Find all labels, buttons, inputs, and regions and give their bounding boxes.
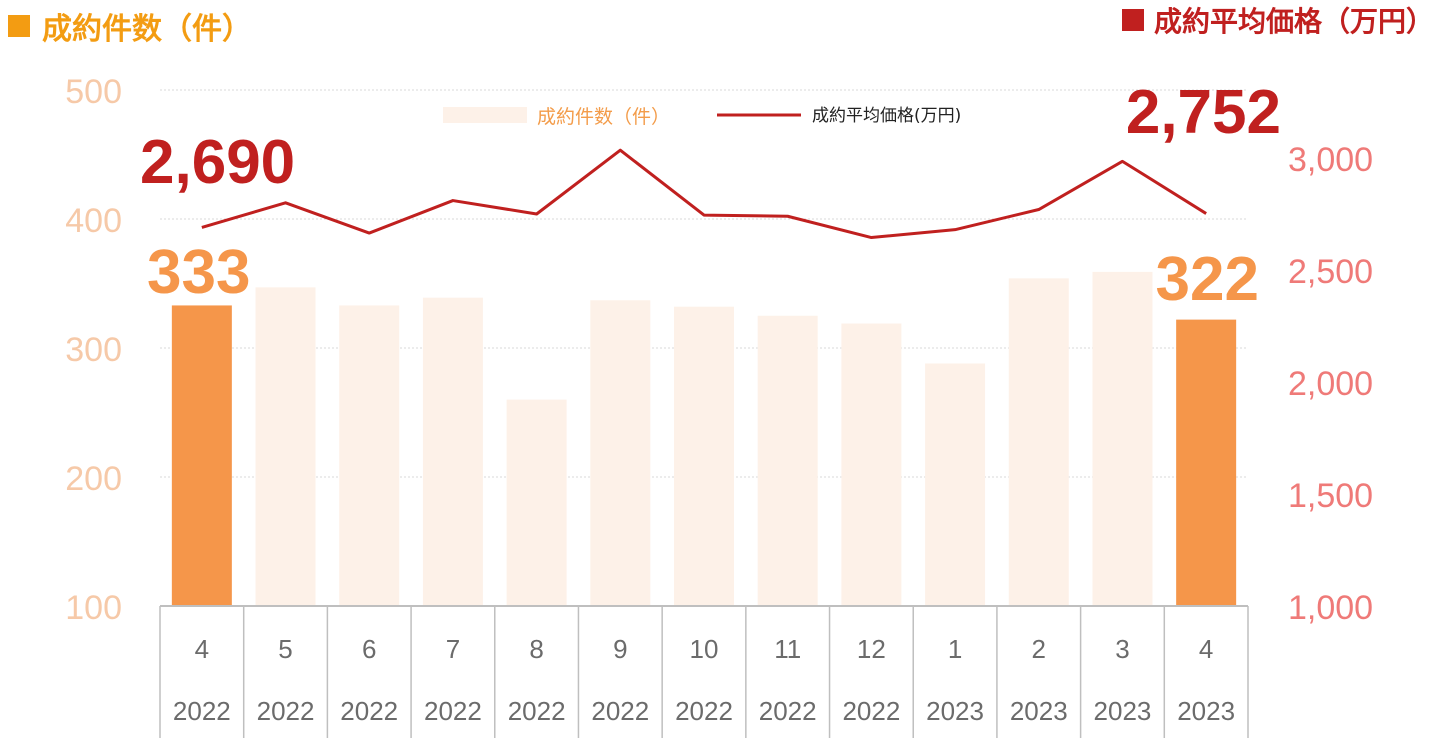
bar — [674, 306, 734, 606]
legend-bar-swatch — [443, 107, 527, 123]
x-axis-year-label: 2022 — [842, 696, 900, 726]
x-axis-year-label: 2023 — [1094, 696, 1152, 726]
bar — [1092, 271, 1153, 606]
right-y-axis: 1,000 1,500 2,000 2,500 3,000 — [1288, 141, 1373, 627]
right-axis-tick-label: 2,000 — [1288, 365, 1373, 403]
x-axis-month-label: 8 — [529, 634, 543, 664]
line-series-color-square — [1121, 9, 1144, 31]
bar-series — [171, 271, 1237, 606]
x-axis-month-label: 6 — [362, 634, 376, 664]
bar-first-value-label: 333 — [147, 238, 250, 307]
right-axis-tick-label: 1,500 — [1288, 477, 1373, 515]
bar — [1176, 319, 1237, 606]
x-axis-year-label: 2022 — [340, 696, 398, 726]
right-axis-title-text: 成約平均価格（万円） — [1153, 5, 1434, 38]
x-axis-month-label: 4 — [1199, 634, 1213, 664]
left-axis-title-text: 成約件数（件） — [42, 12, 252, 47]
bar — [590, 300, 651, 606]
bar — [422, 297, 483, 606]
bar — [171, 305, 232, 606]
line-first-value-label: 2,690 — [140, 128, 295, 197]
right-axis-title: 成約平均価格（万円） — [1121, 0, 1434, 40]
bar — [255, 287, 316, 606]
bar-last-value-label: 322 — [1156, 245, 1259, 314]
legend: 成約件数（件） 成約平均価格(万円) — [443, 106, 961, 128]
x-axis-year-label: 2022 — [591, 696, 649, 726]
price-line — [201, 148, 1207, 240]
x-axis-year-label: 2023 — [926, 696, 984, 726]
x-axis-month-label: 12 — [857, 634, 886, 664]
bar — [339, 305, 400, 606]
left-axis-tick-label: 500 — [65, 73, 122, 111]
x-axis-month-label: 11 — [774, 634, 801, 664]
x-axis-month-label: 1 — [948, 634, 962, 664]
x-axis-year-label: 2022 — [257, 696, 315, 726]
line-last-value-label: 2,752 — [1126, 78, 1281, 147]
right-axis-tick-label: 3,000 — [1288, 141, 1373, 179]
bar — [1008, 278, 1069, 606]
x-axis-year-label: 2022 — [424, 696, 482, 726]
bar-series-color-square — [8, 15, 30, 37]
x-axis-month-label: 2 — [1032, 634, 1046, 664]
x-axis-year-label: 2022 — [675, 696, 733, 726]
legend-bar-label: 成約件数（件） — [537, 106, 670, 128]
bar — [757, 315, 818, 606]
x-axis-year-label: 2023 — [1010, 696, 1068, 726]
right-axis-tick-label: 2,500 — [1288, 253, 1373, 291]
x-axis-year-label: 2023 — [1177, 696, 1235, 726]
x-axis-month-label: 7 — [446, 634, 460, 664]
left-axis-title: 成約件数（件） — [8, 4, 252, 48]
right-axis-tick-label: 1,000 — [1288, 589, 1373, 627]
legend-line-label: 成約平均価格(万円) — [812, 106, 961, 126]
x-axis-year-label: 2022 — [508, 696, 566, 726]
bar — [925, 363, 986, 606]
bar — [841, 323, 902, 606]
x-axis-month-label: 10 — [690, 634, 719, 664]
left-y-axis: 100 200 300 400 500 — [65, 73, 122, 627]
x-axis-table: 4 2022 5 2022 6 2022 7 2022 8 2022 9 2022 10 2022 11 20… — [159, 605, 1249, 738]
left-axis-tick-label: 200 — [65, 460, 122, 498]
data-annotations: 2,690 2,752 333 322 — [140, 78, 1281, 314]
line-series — [201, 148, 1207, 240]
left-axis-tick-label: 300 — [65, 331, 122, 369]
x-axis-month-label: 5 — [278, 634, 292, 664]
x-axis-month-label: 9 — [613, 634, 627, 664]
x-axis-month-label: 4 — [195, 634, 209, 664]
left-axis-tick-label: 400 — [65, 202, 122, 240]
left-axis-tick-label: 100 — [65, 589, 122, 627]
x-axis-month-label: 3 — [1115, 634, 1129, 664]
x-axis-year-label: 2022 — [759, 696, 817, 726]
x-axis-year-label: 2022 — [173, 696, 231, 726]
bar — [506, 399, 567, 606]
